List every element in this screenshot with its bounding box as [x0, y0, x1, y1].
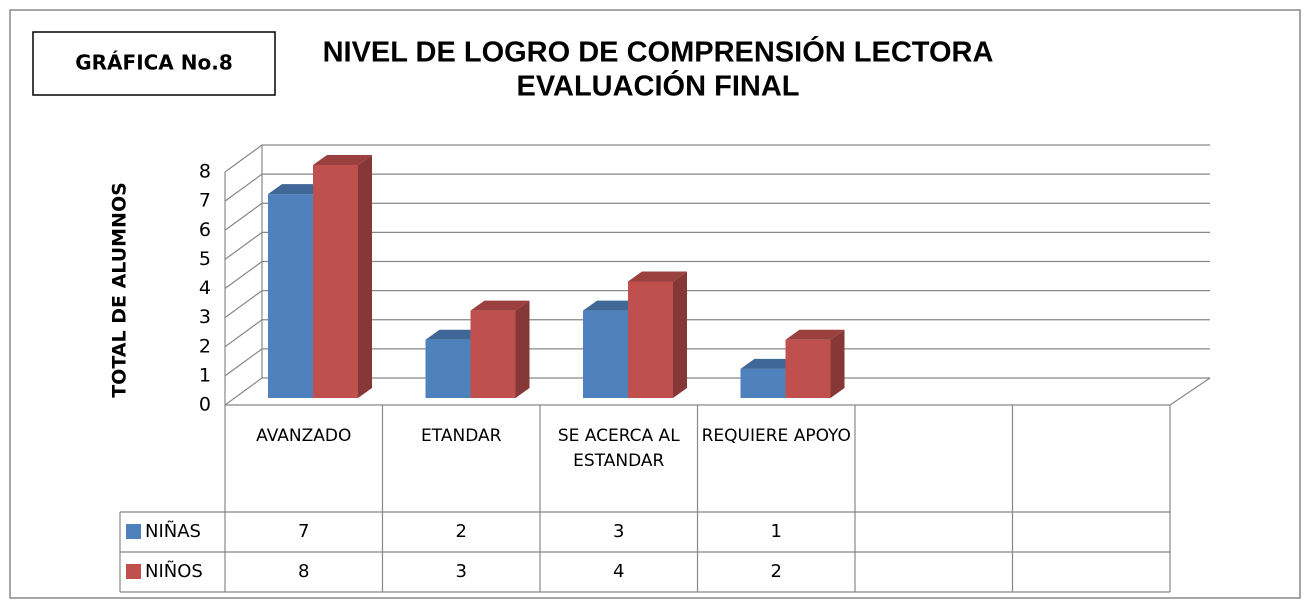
table-value: 7 — [298, 521, 309, 542]
y-tick-label: 7 — [199, 190, 211, 212]
bar-top — [785, 329, 845, 340]
table-value: 2 — [456, 521, 467, 542]
x-tick-label: ETANDAR — [421, 426, 502, 446]
bar-top — [470, 300, 530, 311]
table-value: 1 — [771, 521, 782, 542]
legend-label: NIÑOS — [145, 560, 203, 582]
bar-side — [673, 271, 687, 398]
grid-line — [224, 290, 1210, 319]
bar-side — [358, 155, 372, 398]
bar-top — [628, 271, 687, 282]
bar-front — [628, 281, 673, 398]
bar-front — [785, 339, 831, 398]
grid-line — [224, 377, 1210, 406]
y-tick-label: 4 — [199, 277, 211, 299]
table-value: 3 — [456, 561, 467, 582]
bar-front — [470, 310, 516, 398]
y-tick-label: 0 — [199, 394, 211, 416]
legend-swatch — [126, 524, 141, 539]
y-tick-label: 6 — [199, 219, 211, 241]
grid-line — [224, 260, 1210, 289]
chart-subtitle: EVALUACIÓN FINAL — [516, 69, 799, 103]
y-axis-label: TOTAL DE ALUMNOS — [109, 182, 131, 398]
bar-front — [425, 339, 471, 398]
grid-line — [224, 348, 1210, 377]
table-value: 3 — [613, 521, 624, 542]
bar-front — [583, 310, 628, 398]
grid-line — [224, 202, 1210, 231]
y-tick-label: 3 — [199, 306, 211, 328]
grid-line — [224, 173, 1210, 202]
bar — [628, 271, 687, 398]
bar-top — [268, 184, 327, 195]
table-value: 4 — [613, 561, 624, 582]
y-tick-label: 2 — [199, 335, 211, 357]
x-tick-label: REQUIERE APOYO — [701, 426, 851, 446]
grid-line — [224, 319, 1210, 348]
legend-label: NIÑAS — [145, 520, 201, 542]
bar-front — [268, 194, 313, 398]
y-tick-label: 8 — [199, 161, 211, 183]
bar — [470, 300, 530, 398]
table-value: 2 — [771, 561, 782, 582]
chart-title: NIVEL DE LOGRO DE COMPRENSIÓN LECTORA — [323, 35, 994, 69]
y-tick-label: 1 — [199, 364, 211, 386]
bar — [313, 155, 372, 398]
bar-top — [425, 329, 485, 340]
badge-box — [32, 31, 276, 96]
bar-front — [740, 368, 786, 398]
bar-front — [313, 165, 358, 398]
bar-top — [740, 358, 800, 369]
bar-top — [313, 155, 372, 165]
grid-line — [224, 144, 1210, 173]
y-tick-label: 5 — [199, 248, 211, 270]
legend-swatch — [126, 564, 141, 579]
grid-line — [224, 231, 1210, 260]
table-value: 8 — [298, 561, 309, 582]
bar-side — [830, 329, 845, 398]
x-tick-label: SE ACERCA AL ESTANDAR — [557, 426, 680, 471]
badge: GRÁFICA No.8 — [75, 51, 233, 75]
bar — [785, 329, 845, 398]
x-tick-label: AVANZADO — [256, 426, 352, 446]
bar-top — [583, 300, 642, 311]
bar-side — [515, 300, 530, 398]
